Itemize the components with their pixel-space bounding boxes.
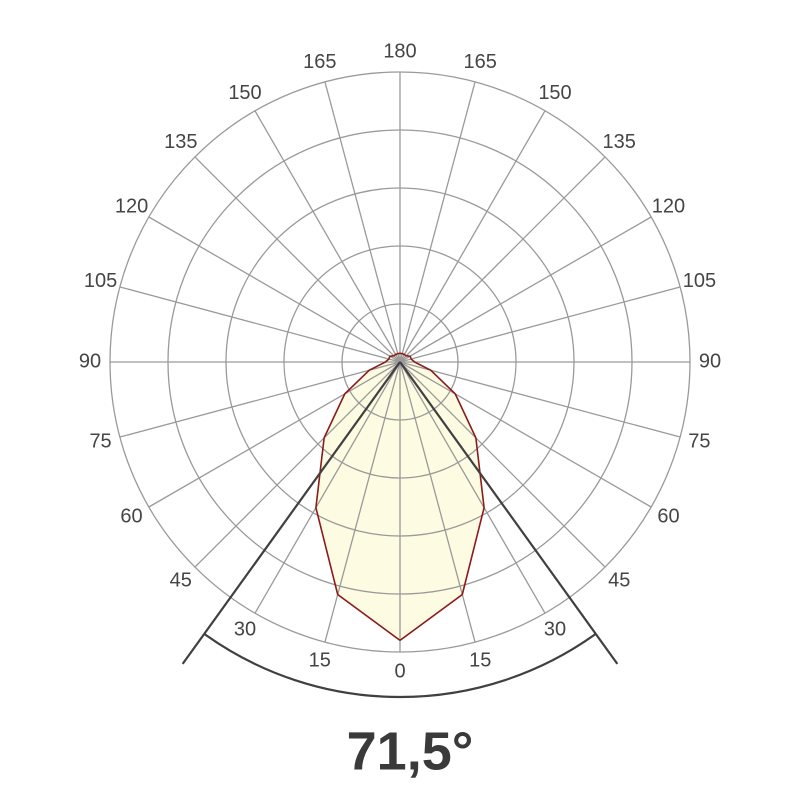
angle-tick-label: 90 bbox=[79, 350, 101, 372]
angle-tick-label: 15 bbox=[469, 650, 491, 672]
grid-spoke bbox=[148, 361, 401, 508]
angle-tick-label: 45 bbox=[608, 569, 630, 591]
grid-spoke bbox=[194, 156, 401, 363]
beam-line bbox=[181, 361, 401, 665]
angle-tick-label: 135 bbox=[164, 131, 197, 153]
angle-tick-label: 0 bbox=[394, 660, 405, 682]
angle-tick-label: 60 bbox=[657, 505, 679, 527]
grid-spoke bbox=[324, 361, 401, 643]
intensity-lobe bbox=[400, 353, 485, 641]
angle-tick-label: 45 bbox=[170, 569, 192, 591]
grid-spoke bbox=[399, 361, 652, 508]
angle-tick-label: 165 bbox=[303, 51, 336, 73]
beam-angle-label: 71,5° bbox=[347, 721, 474, 781]
angle-tick-label: 150 bbox=[538, 82, 571, 104]
angle-tick-label: 15 bbox=[309, 650, 331, 672]
beam-arc bbox=[203, 632, 597, 699]
angle-tick-label: 120 bbox=[115, 195, 148, 217]
angle-tick-label: 135 bbox=[603, 131, 636, 153]
angle-tick-label: 105 bbox=[84, 270, 117, 292]
intensity-outline bbox=[315, 352, 401, 642]
angle-tick-label: 120 bbox=[652, 195, 685, 217]
grid-spoke bbox=[254, 361, 401, 614]
grid-spoke bbox=[399, 361, 681, 438]
intensity-outline bbox=[399, 352, 485, 642]
angle-tick-label: 90 bbox=[699, 350, 721, 372]
grid-spoke bbox=[399, 361, 476, 643]
angle-tick-label: 30 bbox=[544, 619, 566, 641]
grid-spoke bbox=[399, 216, 652, 363]
grid-spoke bbox=[399, 81, 476, 363]
angle-tick-label: 150 bbox=[228, 82, 261, 104]
grid-spoke bbox=[254, 110, 401, 363]
grid-spoke bbox=[399, 156, 606, 363]
angle-tick-label: 75 bbox=[688, 431, 710, 453]
grid-spoke bbox=[119, 286, 401, 363]
angle-tick-label: 30 bbox=[234, 619, 256, 641]
angle-tick-label: 180 bbox=[383, 40, 416, 62]
angle-tick-label: 75 bbox=[89, 431, 111, 453]
angle-tick-label: 60 bbox=[120, 505, 142, 527]
grid-spoke bbox=[399, 110, 546, 363]
angle-tick-label: 105 bbox=[683, 270, 716, 292]
angle-tick-label: 165 bbox=[464, 51, 497, 73]
grid-spoke bbox=[148, 216, 401, 363]
grid-spoke bbox=[119, 361, 401, 438]
intensity-lobe bbox=[315, 353, 400, 641]
grid-spoke bbox=[399, 361, 546, 614]
grid-spoke bbox=[399, 286, 681, 363]
grid-spoke bbox=[194, 361, 401, 568]
beam-line bbox=[399, 361, 619, 665]
grid-spoke bbox=[324, 81, 401, 363]
grid-spoke bbox=[399, 361, 606, 568]
